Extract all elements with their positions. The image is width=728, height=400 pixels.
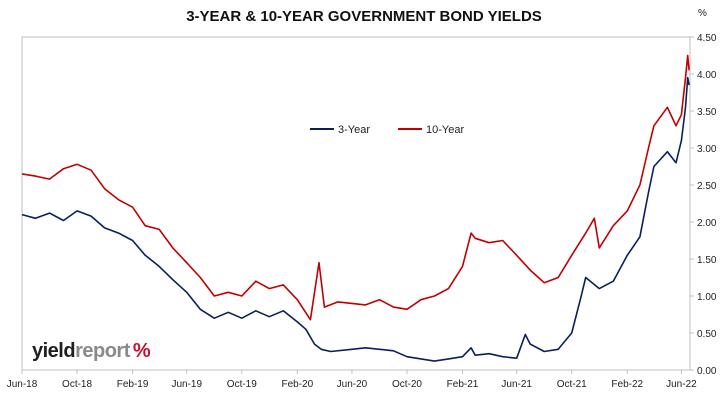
y-tick-label: 0.00 [697, 366, 717, 377]
x-tick-label: Jun-21 [501, 379, 532, 390]
x-tick-label: Feb-21 [447, 379, 479, 390]
x-tick-label: Oct-19 [227, 379, 257, 390]
y-tick-label: 2.50 [697, 181, 717, 192]
y-tick-label: 0.50 [697, 329, 717, 340]
x-tick-label: Feb-20 [281, 379, 313, 390]
legend: 3-Year 10-Year [310, 124, 464, 136]
series-line-3-year [21, 76, 690, 362]
y-tick-label: 1.50 [697, 255, 717, 266]
x-tick-label: Oct-21 [557, 379, 587, 390]
legend-label: 10-Year [426, 124, 464, 136]
x-tick-label: Jun-20 [337, 379, 368, 390]
x-tick-label: Jun-19 [171, 379, 202, 390]
y-tick-label: 4.50 [697, 33, 717, 44]
y-tick-label: 3.50 [697, 107, 717, 118]
y-tick-label: 3.00 [697, 144, 717, 155]
chart-title: 3-YEAR & 10-YEAR GOVERNMENT BOND YIELDS [186, 8, 542, 25]
logo-word-yield: yield [32, 340, 76, 362]
y-axis: 0.00 0.50 1.00 1.50 2.00 2.50 3.00 3.50 4.00 4.50… [690, 8, 717, 377]
x-axis: Jun-18 Oct-18 Feb-19 Jun-19 Oct-19 Feb-20 Jun-… [7, 370, 697, 390]
y-tick-label: 2.00 [697, 218, 717, 229]
series-lines [21, 54, 690, 362]
yieldreport-logo: yieldreport% [32, 340, 151, 363]
logo-word-report: report [75, 340, 130, 362]
plot-area-border [21, 36, 691, 371]
x-tick-label: Feb-19 [117, 379, 149, 390]
x-tick-label: Oct-20 [392, 379, 422, 390]
series-line-10-year [21, 54, 690, 321]
percent-icon: % [132, 340, 151, 362]
legend-label: 3-Year [338, 124, 370, 136]
x-tick-label: Jun-22 [666, 379, 697, 390]
x-tick-label: Jun-18 [7, 379, 38, 390]
y-axis-label: % [698, 8, 707, 19]
y-tick-label: 1.00 [697, 292, 717, 303]
y-tick-label: 4.00 [697, 70, 717, 81]
x-tick-label: Oct-18 [62, 379, 92, 390]
plot-frame [21, 36, 691, 371]
x-tick-label: Feb-22 [611, 379, 643, 390]
